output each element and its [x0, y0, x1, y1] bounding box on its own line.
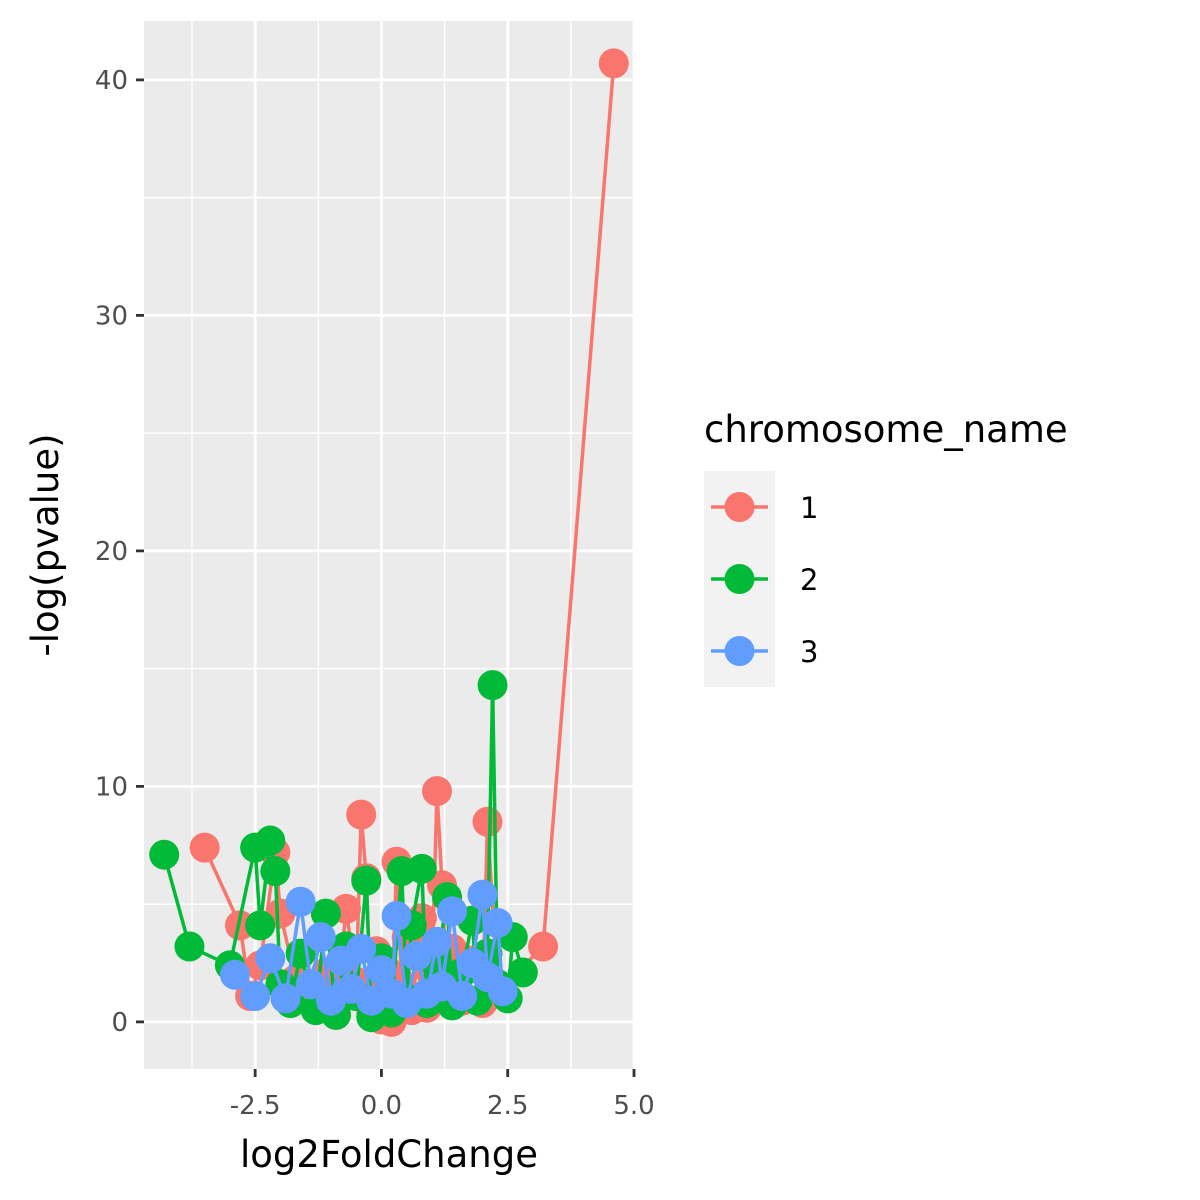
legend: chromosome_name 1 2 3 — [704, 408, 1068, 687]
data-point — [421, 776, 452, 807]
legend-label: 2 — [800, 563, 818, 597]
data-point — [421, 926, 452, 957]
data-point — [406, 853, 437, 884]
legend-title: chromosome_name — [704, 408, 1068, 451]
y-tick-label: 10 — [95, 772, 128, 802]
data-point — [381, 900, 412, 931]
x-axis-title: log2FoldChange — [240, 1133, 538, 1176]
data-point — [189, 832, 220, 863]
data-point — [255, 943, 286, 974]
y-tick-labels: 0 10 20 30 40 — [95, 66, 128, 1038]
data-point — [467, 879, 498, 910]
series-layer — [149, 48, 629, 1037]
y-axis-title: -log(pvalue) — [24, 433, 67, 656]
legend-label: 3 — [800, 635, 818, 669]
data-point — [295, 969, 326, 1000]
legend-item: 2 — [711, 563, 818, 597]
y-tick-label: 30 — [95, 301, 128, 331]
data-point — [245, 910, 276, 941]
y-tick-label: 20 — [95, 537, 128, 567]
data-point — [240, 980, 271, 1011]
axis-ticks — [136, 78, 636, 1077]
data-point — [305, 922, 336, 953]
legend-label: 1 — [800, 491, 818, 525]
data-point — [472, 806, 503, 837]
legend-key-point — [724, 492, 755, 522]
x-tick-label: 0.0 — [361, 1091, 402, 1121]
data-point — [366, 955, 397, 986]
data-point — [528, 931, 559, 962]
x-tick-labels: -2.5 0.0 2.5 5.0 — [230, 1091, 655, 1121]
series-3 — [219, 879, 518, 1019]
y-tick-label: 40 — [95, 66, 128, 96]
legend-items: 1 2 3 — [711, 491, 818, 669]
data-point — [346, 799, 377, 830]
data-point — [346, 933, 377, 964]
data-point — [149, 839, 180, 870]
data-point — [437, 896, 468, 927]
data-point — [174, 931, 205, 962]
x-tick-label: 2.5 — [487, 1091, 528, 1121]
data-point — [487, 976, 518, 1007]
legend-item: 3 — [711, 635, 818, 669]
data-point — [351, 865, 382, 896]
x-tick-label: -2.5 — [230, 1091, 281, 1121]
data-point — [270, 983, 301, 1014]
grid-major — [144, 21, 636, 1069]
data-point — [260, 856, 291, 887]
x-tick-label: 5.0 — [613, 1091, 654, 1121]
legend-key-point — [724, 564, 755, 594]
data-point — [255, 825, 286, 856]
data-point — [507, 957, 538, 988]
grid-minor — [144, 21, 634, 1069]
y-tick-label: 0 — [111, 1008, 128, 1038]
legend-key-point — [724, 636, 755, 666]
legend-item: 1 — [711, 491, 818, 525]
data-point — [219, 959, 250, 990]
data-point — [482, 907, 513, 938]
data-point — [477, 670, 508, 701]
data-point — [310, 898, 341, 929]
data-point — [285, 886, 316, 917]
data-point — [447, 980, 478, 1011]
data-point — [598, 48, 629, 79]
